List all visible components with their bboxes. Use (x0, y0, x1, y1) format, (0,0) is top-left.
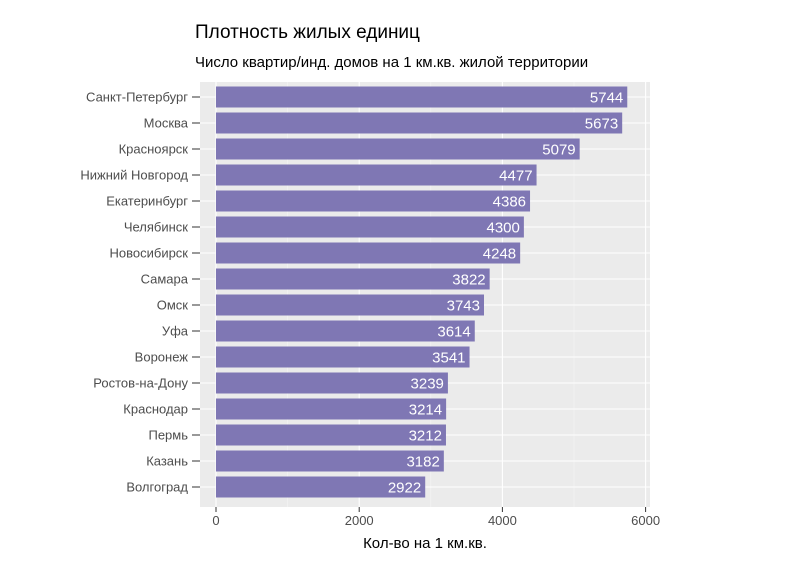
y-tick-label: Нижний Новгород (80, 168, 188, 183)
bar-value-label: 2922 (388, 480, 421, 497)
bar (216, 294, 484, 316)
bar (216, 164, 537, 186)
bar-value-label: 3214 (409, 402, 442, 419)
bar-value-label: 5673 (585, 116, 618, 133)
bar-value-label: 4300 (487, 220, 520, 237)
y-tick-label: Омск (157, 298, 189, 313)
bar-value-label: 3822 (452, 272, 485, 289)
bar (216, 372, 448, 394)
bar (216, 320, 475, 342)
y-tick-label: Уфа (162, 324, 189, 339)
x-axis-title: Кол-во на 1 км.кв. (363, 535, 487, 552)
bar (216, 216, 524, 238)
chart-title: Плотность жилых единиц (195, 22, 420, 43)
y-tick-label: Красноярск (119, 142, 189, 157)
y-tick-label: Пермь (148, 428, 188, 443)
bar-value-label: 3614 (437, 324, 470, 341)
bar (216, 86, 628, 108)
bar (216, 242, 521, 264)
y-tick-label: Москва (144, 116, 189, 131)
bar-value-label: 3541 (432, 350, 465, 367)
y-tick-label: Воронеж (135, 350, 189, 365)
x-axis-labels: 0 2000 4000 6000 (212, 507, 660, 528)
bar-value-label: 5744 (590, 90, 623, 107)
y-tick-label: Самара (141, 272, 189, 287)
bar (216, 346, 470, 368)
y-tick-label: Ростов-на-Дону (93, 376, 188, 391)
bar-value-label: 4477 (499, 168, 532, 185)
y-tick-label: Краснодар (123, 402, 188, 417)
y-tick-label: Санкт-Петербург (86, 90, 188, 105)
chart-subtitle: Число квартир/инд. домов на 1 км.кв. жил… (195, 54, 589, 71)
bar (216, 268, 490, 290)
bar (216, 112, 623, 134)
bar (216, 424, 446, 446)
bar-value-label: 3743 (447, 298, 480, 315)
bar-value-label: 3182 (406, 454, 439, 471)
bar (216, 476, 426, 498)
bar (216, 450, 444, 472)
bar-value-label: 4248 (483, 246, 516, 263)
bar (216, 190, 531, 212)
y-tick-label: Волгоград (126, 480, 188, 495)
bar-value-label: 5079 (542, 142, 575, 159)
x-tick-label: 6000 (631, 513, 660, 528)
bar-value-label: 3239 (411, 376, 444, 393)
x-tick-label: 4000 (488, 513, 517, 528)
bar-value-label: 4386 (493, 194, 526, 211)
bars: 5744 5673 5079 4477 4386 4300 4248 3822 3743 3614… (216, 86, 628, 498)
y-tick-label: Челябинск (124, 220, 188, 235)
bar (216, 398, 447, 420)
y-tick-label: Новосибирск (110, 246, 189, 261)
y-axis-labels: Санкт-Петербург Москва Красноярск Нижний Но… (80, 90, 200, 495)
x-tick-label: 0 (212, 513, 219, 528)
y-tick-label: Казань (146, 454, 188, 469)
bar (216, 138, 580, 160)
bar-value-label: 3212 (409, 428, 442, 445)
x-tick-label: 2000 (345, 513, 374, 528)
y-tick-label: Екатеринбург (106, 194, 188, 209)
